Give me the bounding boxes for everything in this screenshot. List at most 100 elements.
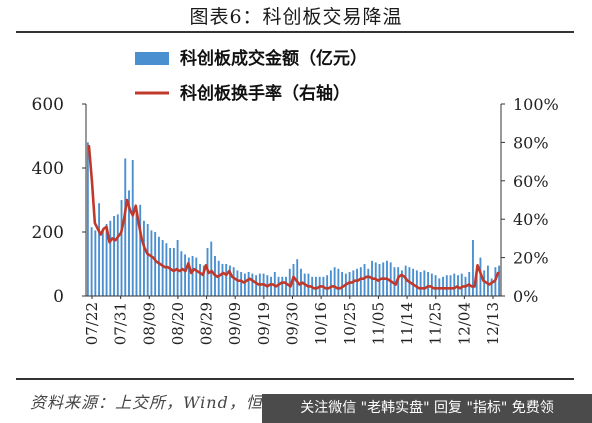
watermark-banner: 关注微信 "老韩实盘" 回复 "指标" 免费领 xyxy=(262,394,592,423)
bar xyxy=(404,265,407,296)
bar xyxy=(419,272,422,296)
bar xyxy=(161,240,164,296)
line-series xyxy=(87,144,500,290)
x-tick-label: 10/16 xyxy=(312,302,330,345)
bar xyxy=(472,240,474,296)
legend-line-label: 科创板换手率（右轴） xyxy=(180,83,350,104)
right-tick-label: 20% xyxy=(513,249,549,268)
right-tick-label: 100% xyxy=(513,95,559,114)
bar xyxy=(315,276,317,296)
bar xyxy=(393,267,396,296)
bar xyxy=(154,232,157,296)
bar xyxy=(98,203,101,296)
bar xyxy=(288,268,291,296)
right-tick-label: 80% xyxy=(513,133,549,152)
bar xyxy=(400,270,403,296)
bar xyxy=(243,273,246,296)
x-tick-label: 08/09 xyxy=(140,302,158,345)
right-tick-label: 60% xyxy=(513,172,549,191)
x-tick-label: 09/19 xyxy=(255,302,273,345)
bar xyxy=(94,230,97,296)
x-tick-label: 12/13 xyxy=(484,302,502,345)
footer-rule xyxy=(16,378,574,380)
chart-canvas: 科创板成交金额（亿元） 科创板换手率（右轴） 0 200 400 600 0% 20% 40… xyxy=(32,48,559,345)
bar xyxy=(150,230,153,296)
bar xyxy=(120,200,123,296)
legend: 科创板成交金额（亿元） 科创板换手率（右轴） xyxy=(135,48,367,104)
bar xyxy=(187,257,190,296)
bar xyxy=(116,214,119,296)
bar xyxy=(341,272,344,296)
bar xyxy=(367,268,370,296)
bar xyxy=(131,160,134,296)
bar xyxy=(202,265,205,296)
x-tick-label: 11/05 xyxy=(369,302,387,345)
bar xyxy=(449,275,452,296)
bar xyxy=(479,257,482,296)
bar xyxy=(143,220,145,296)
chart-title: 图表6：科创板交易降温 xyxy=(189,6,403,28)
x-tick-label: 09/30 xyxy=(284,302,302,345)
bar xyxy=(434,275,437,296)
right-tick-label: 0% xyxy=(513,287,538,306)
legend-bar-swatch xyxy=(135,52,169,65)
x-tick-label: 12/04 xyxy=(455,302,473,345)
bar xyxy=(363,264,366,296)
bar xyxy=(486,265,489,296)
bar xyxy=(326,275,329,296)
bar xyxy=(427,272,430,296)
bar xyxy=(90,227,93,296)
bar xyxy=(296,259,299,296)
bar xyxy=(180,251,183,296)
bar xyxy=(146,224,149,296)
bar xyxy=(352,270,355,296)
bar xyxy=(498,265,501,296)
bar xyxy=(139,204,142,296)
x-tick-label: 11/14 xyxy=(398,302,416,345)
bar xyxy=(128,190,130,296)
bar xyxy=(273,272,276,296)
axes: 0 200 400 600 0% 20% 40% 60% 80% 100% 07/22 07/31 08… xyxy=(32,95,559,345)
bar xyxy=(176,240,179,296)
right-tick-label: 40% xyxy=(513,210,549,229)
x-tick-label: 08/20 xyxy=(169,302,187,345)
x-tick-label: 07/22 xyxy=(83,302,101,345)
bar xyxy=(157,236,160,296)
bar xyxy=(475,268,478,296)
bar xyxy=(240,272,243,296)
turnover-line xyxy=(87,144,500,290)
left-tick-label: 400 xyxy=(32,159,64,179)
bar xyxy=(285,276,287,296)
bar-series xyxy=(86,142,501,296)
bar xyxy=(255,275,258,296)
x-tick-label: 09/09 xyxy=(226,302,244,345)
bar xyxy=(277,276,280,296)
bar xyxy=(445,275,448,296)
title-rule xyxy=(16,31,574,33)
bar xyxy=(217,260,220,296)
x-tick-label: 07/31 xyxy=(112,302,130,345)
bar xyxy=(333,267,336,296)
bar xyxy=(86,142,89,296)
bar xyxy=(236,270,239,296)
bar xyxy=(124,158,127,296)
bar xyxy=(251,273,254,296)
bar xyxy=(229,265,231,296)
source-note: 资料来源：上交所，Wind，恒大研究院 xyxy=(30,393,331,412)
bar xyxy=(109,220,112,296)
bar xyxy=(359,267,362,296)
bar xyxy=(281,276,284,296)
bar xyxy=(389,262,392,296)
bar xyxy=(490,278,493,296)
bar xyxy=(460,273,463,296)
bar xyxy=(270,276,272,296)
bar xyxy=(483,270,486,296)
bar xyxy=(247,272,250,296)
bar xyxy=(337,268,340,296)
bar xyxy=(348,272,351,296)
bar xyxy=(195,257,198,296)
bar xyxy=(221,264,224,296)
bar xyxy=(169,248,172,296)
bar xyxy=(113,216,115,296)
bar xyxy=(232,267,235,296)
